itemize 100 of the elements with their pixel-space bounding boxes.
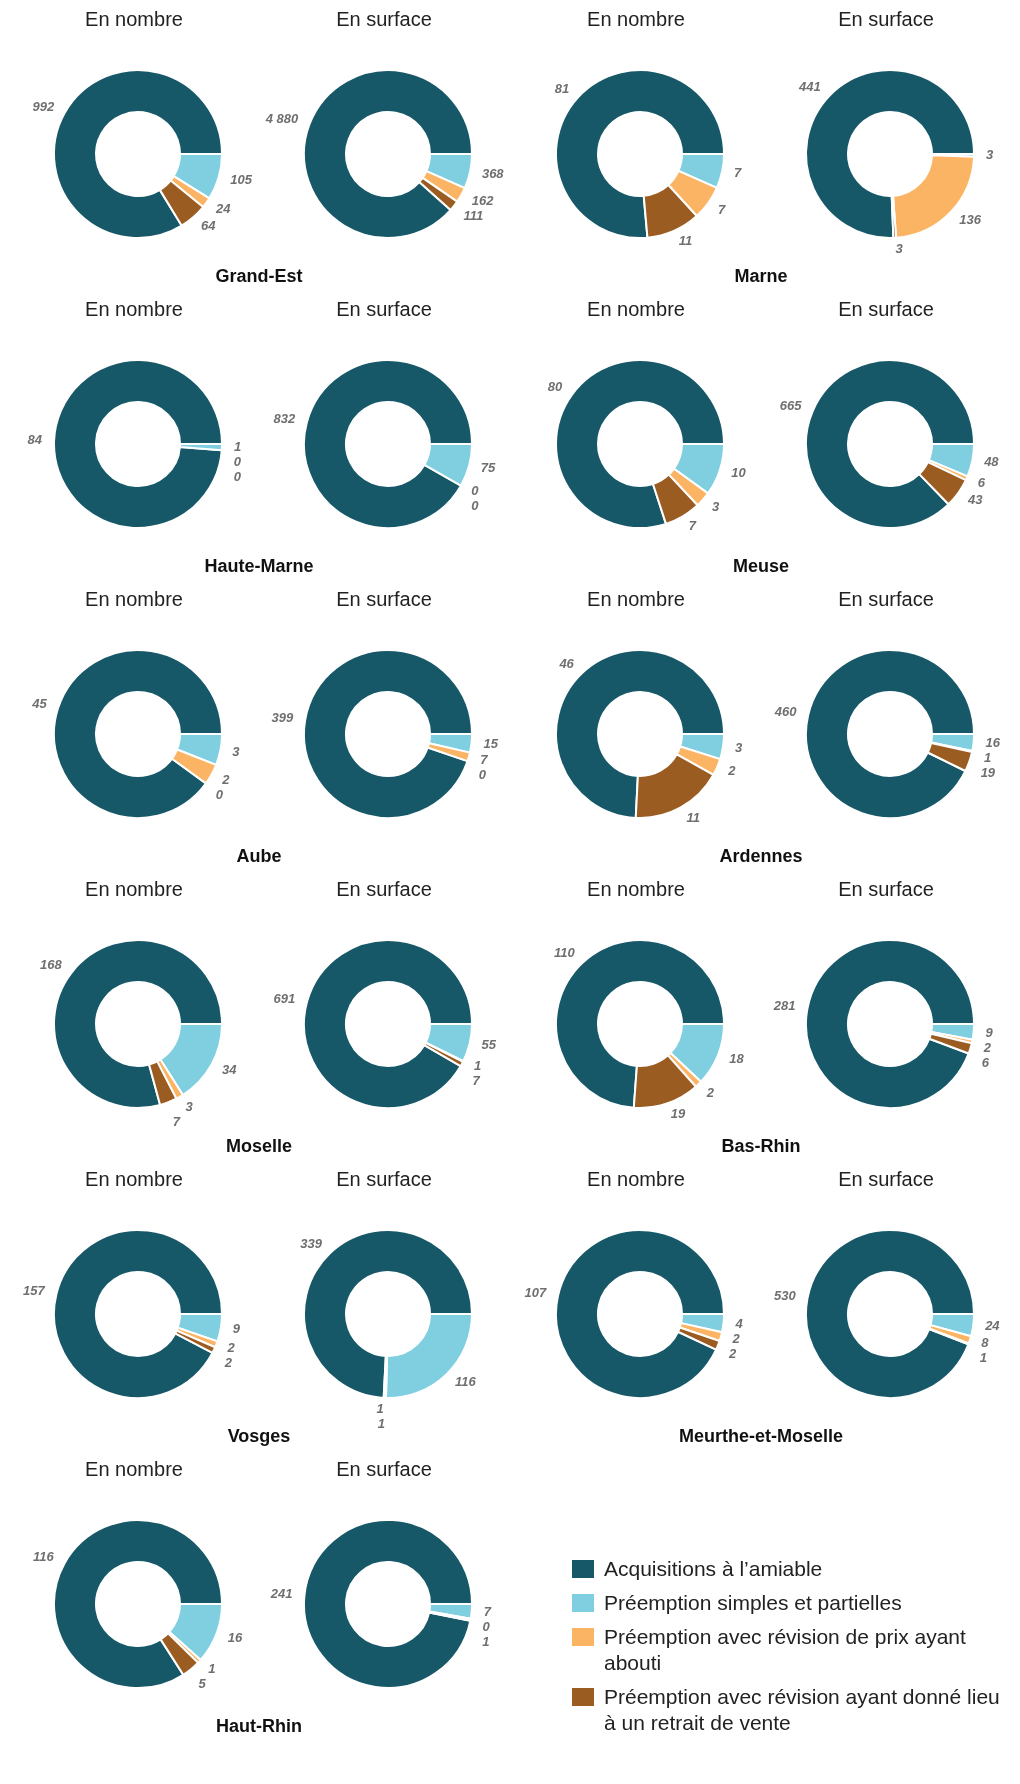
- data-label: 7: [483, 1604, 492, 1620]
- chart-title: En nombre: [84, 298, 184, 322]
- data-label: 7: [688, 518, 697, 534]
- data-label: 2: [705, 1084, 715, 1100]
- chart-title: En nombre: [84, 878, 184, 902]
- data-label: 3: [232, 743, 241, 759]
- chart-title: En surface: [837, 1168, 935, 1192]
- data-label: 1: [208, 1661, 216, 1677]
- data-label: 3: [185, 1098, 194, 1114]
- data-label: 19: [980, 765, 996, 781]
- text: Vosges: [227, 1426, 291, 1446]
- data-label: 64: [201, 217, 217, 233]
- data-label: 116: [33, 1549, 55, 1565]
- data-label: 8: [981, 1335, 990, 1351]
- data-label: 80: [547, 379, 564, 395]
- data-label: 5: [198, 1676, 207, 1692]
- data-label: 1: [983, 750, 992, 766]
- chart-title: En surface: [837, 298, 935, 322]
- data-label: 7: [472, 1073, 481, 1089]
- chart-title: En nombre: [84, 588, 184, 612]
- data-label: 2: [226, 1340, 236, 1356]
- data-label: 2: [223, 1355, 233, 1371]
- chart-title: En surface: [335, 298, 433, 322]
- data-label: 1: [233, 439, 242, 455]
- data-label: 2: [728, 1346, 738, 1362]
- chart-title: En surface: [837, 878, 935, 902]
- data-label: 11: [678, 233, 693, 249]
- data-label: 45: [31, 695, 48, 711]
- data-label: 11: [686, 809, 701, 825]
- data-label: 10: [731, 465, 747, 481]
- data-label: 16: [985, 735, 1001, 751]
- chart-title: En nombre: [84, 1168, 184, 1192]
- data-label: 368: [481, 165, 505, 181]
- legend-label: Acquisitions à l’amiable: [604, 1556, 823, 1582]
- data-label: 16: [227, 1629, 243, 1645]
- text: 0: [233, 454, 241, 470]
- data-label: 84: [27, 432, 43, 448]
- data-label: 441: [798, 79, 821, 95]
- data-label: 1: [979, 1350, 987, 1366]
- data-label: 7: [172, 1113, 181, 1129]
- data-label: 24: [984, 1318, 1001, 1334]
- data-label: 43: [966, 491, 984, 507]
- chart-title: En nombre: [586, 298, 686, 322]
- data-label: 3: [712, 499, 721, 515]
- data-label: 18: [729, 1051, 745, 1067]
- text: 0: [471, 483, 479, 499]
- text: Haute-Marne: [203, 556, 315, 577]
- chart-title: En surface: [335, 1168, 433, 1192]
- data-label: 136: [959, 212, 982, 228]
- data-label: 105: [230, 171, 253, 187]
- text: Marne: [733, 266, 789, 287]
- text: Meuse: [732, 556, 790, 577]
- text: 0: [233, 469, 241, 485]
- data-label: 110: [553, 945, 576, 961]
- data-label: 9: [232, 1321, 241, 1337]
- data-label: 34: [222, 1061, 238, 1077]
- data-label: 4 880: [264, 111, 300, 127]
- data-label: 399: [271, 709, 295, 725]
- chart-title: En surface: [335, 8, 433, 32]
- data-label: 1: [376, 1401, 384, 1417]
- chart-title: En surface: [335, 1458, 433, 1482]
- text: 0: [482, 1619, 490, 1635]
- text: Ardennes: [718, 846, 804, 867]
- data-label: 992: [32, 98, 56, 114]
- chart-title: En nombre: [586, 588, 686, 612]
- chart-title: En nombre: [586, 878, 686, 902]
- data-label: 107: [524, 1284, 548, 1300]
- legend-label: Préemption simples et partielles: [604, 1590, 902, 1616]
- data-label: 530: [773, 1288, 797, 1303]
- chart-title: En surface: [837, 8, 935, 32]
- text: Haut-Rhin: [215, 1716, 303, 1737]
- data-label: 2: [982, 1039, 992, 1055]
- data-label: 75: [480, 460, 497, 476]
- data-label: 1: [473, 1058, 482, 1074]
- data-label: 168: [39, 957, 63, 973]
- data-label: 4: [734, 1316, 744, 1332]
- legend-label: Préemption avec révision de prix ayant abouti: [604, 1624, 967, 1676]
- data-label: 241: [269, 1585, 293, 1601]
- data-label: 2: [731, 1331, 741, 1347]
- data-label: 116: [455, 1374, 477, 1390]
- text: Grand-Est: [214, 266, 304, 287]
- text: Moselle: [225, 1136, 293, 1157]
- data-label: 339: [300, 1235, 323, 1251]
- data-label: 3: [734, 740, 743, 756]
- text: Bas-Rhin: [720, 1136, 802, 1157]
- chart-title: En nombre: [586, 1168, 686, 1192]
- data-label: 46: [558, 656, 575, 671]
- data-label: 2: [221, 771, 231, 787]
- data-label: 7: [718, 201, 726, 217]
- legend-label: Préemption avec révision ayant donné lieu à un retrait de vente: [604, 1684, 1001, 1736]
- data-label: 19: [670, 1106, 687, 1122]
- data-label: 48: [983, 454, 1000, 470]
- text: Meurthe-et-Moselle: [678, 1426, 844, 1447]
- data-label: 157: [23, 1282, 46, 1298]
- chart-title: En nombre: [84, 8, 184, 32]
- data-label: 281: [772, 998, 796, 1014]
- data-label: 81: [554, 80, 570, 96]
- data-label: 3: [895, 241, 904, 257]
- data-label: 7: [733, 165, 742, 181]
- data-label: 7: [480, 751, 489, 767]
